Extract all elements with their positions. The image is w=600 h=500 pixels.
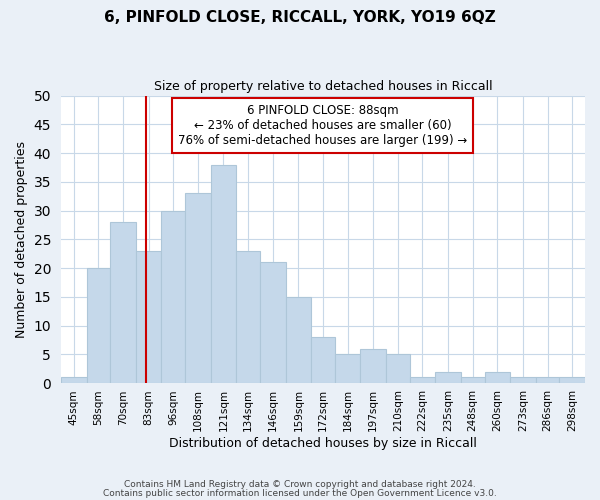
Bar <box>61 378 86 383</box>
Bar <box>410 378 435 383</box>
Bar <box>386 354 410 383</box>
Bar <box>335 354 361 383</box>
Bar <box>361 348 386 383</box>
Bar <box>260 262 286 383</box>
Bar <box>510 378 536 383</box>
Bar <box>185 194 211 383</box>
Text: Contains public sector information licensed under the Open Government Licence v3: Contains public sector information licen… <box>103 488 497 498</box>
Bar <box>286 297 311 383</box>
Bar <box>86 268 110 383</box>
Bar <box>161 210 185 383</box>
Text: Contains HM Land Registry data © Crown copyright and database right 2024.: Contains HM Land Registry data © Crown c… <box>124 480 476 489</box>
Bar <box>236 251 260 383</box>
Text: 6 PINFOLD CLOSE: 88sqm
← 23% of detached houses are smaller (60)
76% of semi-det: 6 PINFOLD CLOSE: 88sqm ← 23% of detached… <box>178 104 467 147</box>
X-axis label: Distribution of detached houses by size in Riccall: Distribution of detached houses by size … <box>169 437 477 450</box>
Y-axis label: Number of detached properties: Number of detached properties <box>15 141 28 338</box>
Bar <box>461 378 485 383</box>
Bar <box>536 378 559 383</box>
Text: 6, PINFOLD CLOSE, RICCALL, YORK, YO19 6QZ: 6, PINFOLD CLOSE, RICCALL, YORK, YO19 6Q… <box>104 10 496 25</box>
Bar <box>435 372 461 383</box>
Bar <box>211 164 236 383</box>
Bar <box>110 222 136 383</box>
Bar <box>311 337 335 383</box>
Bar <box>136 251 161 383</box>
Bar <box>485 372 510 383</box>
Title: Size of property relative to detached houses in Riccall: Size of property relative to detached ho… <box>154 80 492 93</box>
Bar <box>559 378 585 383</box>
